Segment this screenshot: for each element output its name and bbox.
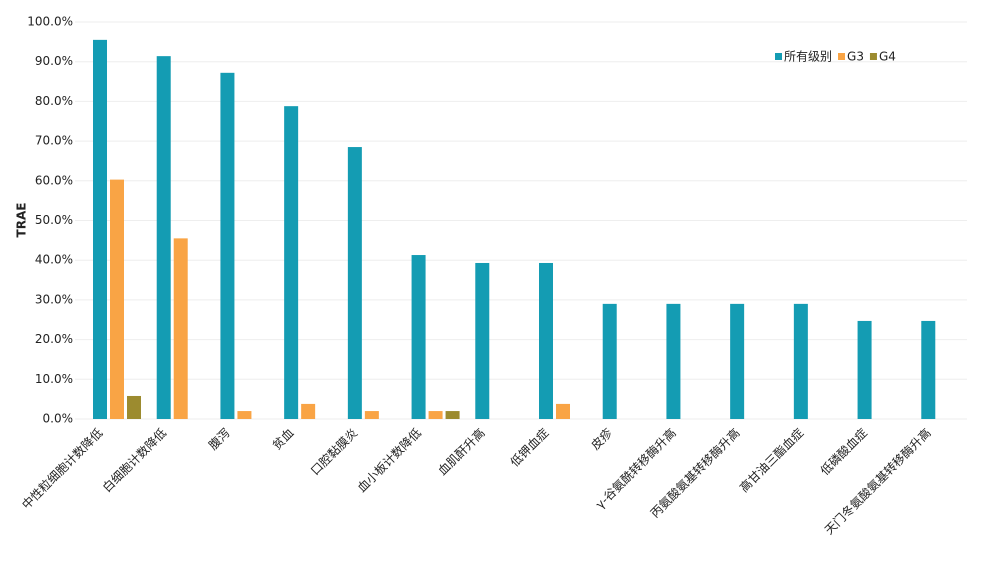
bar	[156, 56, 171, 419]
bar	[347, 147, 362, 419]
legend-label: G3	[847, 50, 864, 64]
y-tick-label: 10.0%	[35, 372, 73, 386]
y-axis-label: TRAE	[15, 203, 29, 238]
y-tick-label: 90.0%	[35, 54, 73, 68]
legend-swatch	[869, 53, 877, 60]
x-tick-label: 中性粒细胞计数降低	[18, 425, 105, 512]
y-tick-label: 50.0%	[35, 213, 73, 227]
x-tick-label: 腹泻	[206, 426, 233, 453]
bar	[793, 303, 808, 419]
bar	[857, 320, 872, 419]
y-tick-label: 40.0%	[35, 253, 73, 267]
y-tick-label: 80.0%	[35, 94, 73, 108]
bar	[445, 411, 460, 419]
bar	[666, 303, 681, 419]
y-tick-label: 0.0%	[43, 412, 74, 426]
x-tick-label: 皮疹	[588, 425, 616, 453]
x-tick-label: 血小板计数降低	[354, 425, 424, 495]
bar	[220, 72, 235, 419]
x-tick-label: 低磷酸血症	[817, 425, 870, 478]
legend-label: G4	[879, 50, 896, 64]
bar	[556, 403, 570, 419]
bar	[921, 320, 936, 419]
x-tick-label: 高甘油三酯血症	[736, 425, 806, 495]
bar	[602, 303, 617, 419]
x-tick-label: 血肌酐升高	[435, 425, 488, 478]
y-tick-label: 20.0%	[35, 332, 73, 346]
x-tick-label: 贫血	[269, 425, 297, 453]
legend-swatch	[775, 53, 782, 60]
x-tick-label: 低钾血症	[507, 425, 552, 470]
bar	[127, 395, 141, 419]
y-tick-label: 30.0%	[35, 292, 73, 306]
bar	[475, 262, 490, 419]
bar	[428, 411, 443, 419]
bar	[93, 39, 107, 420]
x-tick-label: 白细胞计数降低	[99, 425, 169, 495]
y-tick-label: 60.0%	[35, 173, 73, 187]
bar	[110, 179, 124, 419]
y-tick-label: 70.0%	[35, 134, 73, 148]
y-tick-label: 100.0%	[27, 15, 73, 29]
bar	[301, 403, 316, 419]
legend-swatch	[838, 53, 846, 60]
bar	[173, 238, 188, 419]
bar	[411, 255, 426, 419]
x-tick-label: 口腔黏膜炎	[307, 425, 360, 478]
x-tick-label: 天门冬氨酸氨基转移酶升高	[821, 425, 933, 537]
bar	[730, 303, 745, 419]
bar	[284, 106, 299, 419]
bar	[237, 411, 252, 419]
legend-label: 所有级别	[784, 50, 832, 64]
bar	[539, 262, 553, 419]
bar	[364, 411, 379, 419]
